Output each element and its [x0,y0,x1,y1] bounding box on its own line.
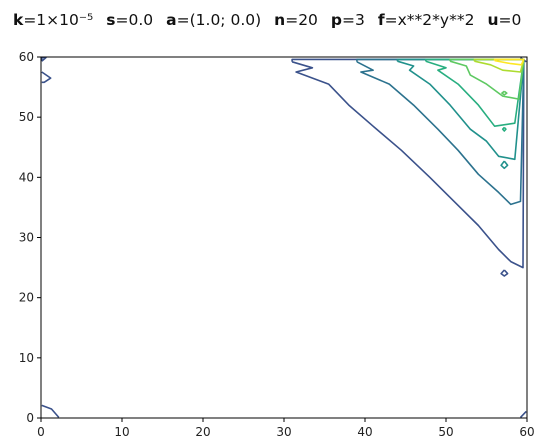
title-key-s: s [106,11,116,29]
contour-line-level-4-10 [424,58,525,127]
title-key-u: u [487,11,499,29]
title-key-f: f [377,11,385,29]
x-tick-label-0: 0 [37,425,45,439]
chart-title: k=1×10⁻⁵ s=0.0 a=(1.0; 0.0) n=20 p=3 f=x**2*y… [13,8,543,32]
title-value-s: =0.0 [115,11,154,29]
y-tick-label-50: 50 [19,110,34,124]
x-tick-label-20: 20 [195,425,210,439]
title-part-n: n=20 [274,8,318,32]
x-tick-label-30: 30 [276,425,291,439]
contour-line-level-5-12 [449,58,525,100]
title-value-p: =3 [342,11,365,29]
y-axis: 0 10 20 30 40 50 60 [19,50,41,425]
y-tick-label-30: 30 [19,231,34,245]
x-axis: 0 10 20 30 40 50 60 [37,418,535,439]
contour-line-level-4-11 [501,126,507,132]
x-tick-label-60: 60 [519,425,534,439]
y-tick-label-40: 40 [19,170,34,184]
title-value-u: =0 [498,11,522,29]
contour-line-level-1-1 [500,269,509,277]
title-value-f: =x**2*y**2 [384,11,475,29]
contour-line-level-3-9 [500,160,509,170]
title-key-a: a [166,11,177,29]
contour-lines [41,57,527,418]
y-tick-label-10: 10 [19,351,34,365]
title-part-s: s=0.0 [106,8,153,32]
contour-line-level-3-8 [396,58,525,161]
plot-frame [40,56,528,419]
title-part-p: p=3 [331,8,365,32]
contour-line-level-1-0 [291,58,525,269]
contour-line-level-1-2 [41,57,47,62]
title-part-k: k=1×10⁻⁵ [13,8,93,32]
title-value-a: =(1.0; 0.0) [176,11,262,29]
title-part-a: a=(1.0; 0.0) [166,8,261,32]
title-key-p: p [330,11,343,29]
title-key-k: k [13,11,24,29]
x-tick-label-10: 10 [114,425,129,439]
contour-line-level-1-5 [519,410,527,418]
title-value-k: =1×10⁻⁵ [23,11,94,29]
title-value-n: =20 [285,11,318,29]
x-tick-label-50: 50 [438,425,453,439]
contour-line-level-6-14 [473,58,525,73]
contour-line-level-2-7 [356,58,525,206]
y-tick-label-0: 0 [26,411,34,425]
x-tick-label-40: 40 [357,425,372,439]
contour-line-level-5-13 [501,90,508,96]
contour-line-level-1-3 [41,71,52,84]
title-key-n: n [274,11,286,29]
contour-line-level-1-4 [41,404,60,418]
y-tick-label-20: 20 [19,291,34,305]
y-tick-label-60: 60 [19,50,34,64]
contour-line-level-7-15 [493,58,525,66]
title-part-u: u=0 [487,8,521,32]
title-part-f: f=x**2*y**2 [378,8,475,32]
